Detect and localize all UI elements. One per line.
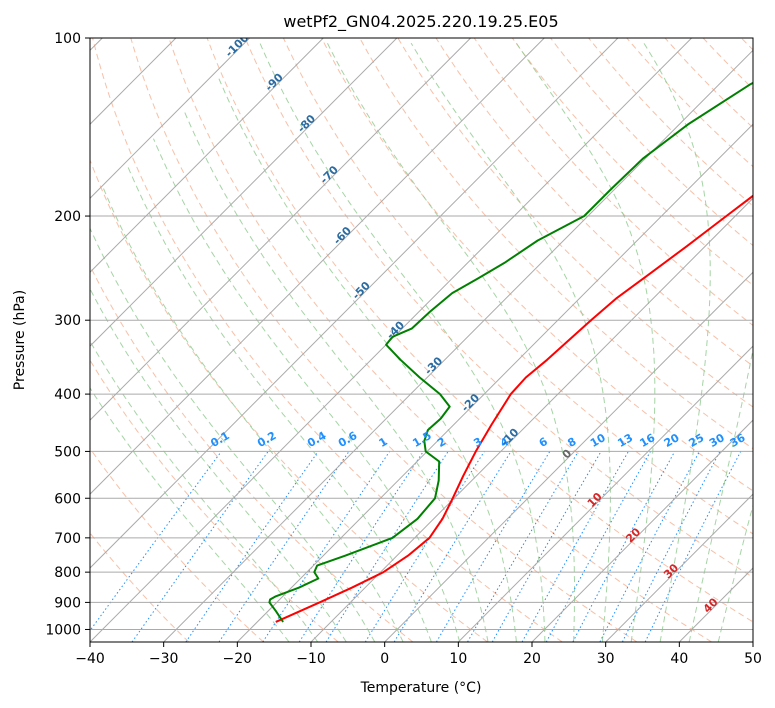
x-tick-label: 10	[449, 651, 467, 667]
chart-title: wetPf2_GN04.2025.220.19.25.E05	[283, 12, 558, 32]
x-tick-label: 40	[670, 651, 688, 667]
y-tick-label: 300	[54, 313, 81, 329]
y-tick-label: 800	[54, 565, 81, 581]
dry-adiabat-line	[550, 38, 753, 247]
dry-adiabat-line	[92, 38, 563, 642]
mixing-ratio-line	[521, 451, 629, 642]
x-tick-label: 50	[744, 651, 762, 667]
y-tick-label: 200	[54, 209, 81, 225]
isotherm-line	[605, 493, 753, 642]
mixing-ratio-line	[185, 451, 319, 642]
mixing-ratio-line	[325, 451, 449, 642]
isotherm-line	[457, 345, 753, 642]
plot-frame	[89, 37, 754, 643]
moist-adiabat-line	[410, 42, 611, 642]
dry-adiabat-line	[90, 447, 264, 642]
isotherm-line	[310, 197, 753, 642]
isotherm-line	[90, 38, 250, 199]
y-axis-label: Pressure (hPa)	[12, 290, 28, 390]
mixing-ratio-line	[90, 451, 222, 632]
moist-adiabat-line	[90, 287, 347, 642]
dry-adiabat-line	[206, 38, 753, 623]
moist-adiabat-line	[643, 42, 711, 642]
isotherm-line	[752, 641, 753, 642]
moist-adiabat-line	[259, 42, 546, 642]
moist-adiabat-line	[326, 42, 575, 642]
isotherm-line	[236, 123, 753, 642]
x-tick-label: 0	[380, 651, 389, 667]
moist-adiabat-line	[515, 42, 656, 642]
mixing-ratio-line	[644, 451, 742, 642]
mixing-ratio-line	[262, 451, 391, 642]
mixing-ratio-line	[545, 451, 651, 642]
dry-adiabat-line	[397, 38, 753, 408]
mixing-ratio-line	[298, 451, 424, 642]
x-axis-label: Temperature (°C)	[360, 680, 482, 696]
isotherm-line	[384, 271, 753, 642]
temperature-profile-line	[275, 194, 753, 623]
isotherm-line	[90, 38, 545, 495]
isotherm-line	[90, 38, 398, 347]
mixing-ratio-line	[621, 451, 721, 642]
dry-adiabat-line	[321, 38, 753, 492]
x-tick-label: −20	[223, 651, 253, 667]
y-tick-label: 400	[54, 387, 81, 403]
dry-adiabat-line	[244, 38, 753, 579]
y-tick-label: 700	[54, 531, 81, 547]
y-tick-label: 600	[54, 491, 81, 507]
plot-area	[90, 38, 753, 642]
moist-adiabat-line	[90, 386, 290, 642]
isotherm-line	[531, 419, 753, 642]
x-tick-label: 30	[597, 651, 615, 667]
moist-adiabat-line	[126, 164, 432, 642]
dewpoint-profile-line	[268, 81, 753, 623]
moist-adiabat-line	[90, 227, 376, 642]
y-tick-label: 100	[54, 31, 81, 47]
x-tick-label: −40	[75, 651, 105, 667]
isotherm-line	[90, 38, 324, 273]
mixing-ratio-line	[393, 451, 512, 642]
y-tick-label: 900	[54, 595, 81, 611]
moist-adiabat-line	[688, 347, 753, 642]
dry-adiabat-line	[90, 264, 414, 642]
x-tick-label: −10	[296, 651, 326, 667]
moist-adiabat-line	[183, 109, 489, 642]
moist-adiabat-line	[90, 340, 319, 642]
x-tick-label: −30	[149, 651, 179, 667]
dry-adiabat-line	[435, 38, 753, 367]
isotherm-line	[90, 38, 471, 421]
dry-adiabat-line	[626, 38, 753, 168]
dry-adiabat-line	[511, 38, 753, 286]
moist-adiabat-line	[217, 75, 517, 642]
isotherm-line	[90, 38, 619, 569]
isotherm-line	[163, 49, 753, 642]
mixing-ratio-line	[572, 451, 676, 642]
moist-adiabat-line	[102, 185, 404, 642]
y-tick-label: 1000	[45, 622, 81, 638]
y-tick-label: 500	[54, 444, 81, 460]
x-tick-label: 20	[523, 651, 541, 667]
mixing-ratio-line	[218, 451, 350, 642]
moist-adiabat-line	[717, 503, 753, 642]
